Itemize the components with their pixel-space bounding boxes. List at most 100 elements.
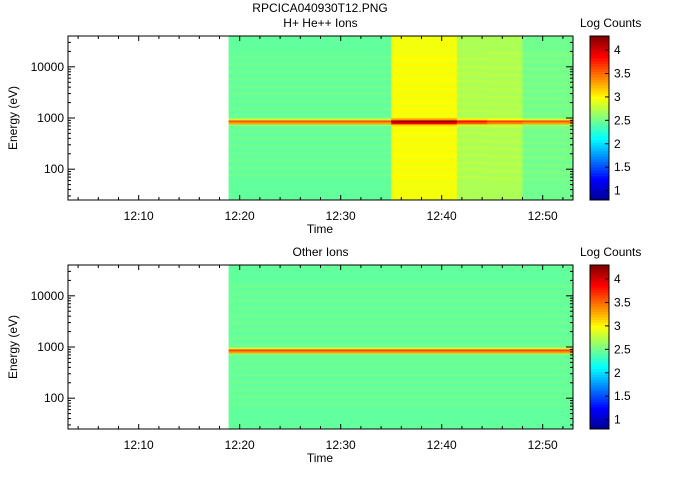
spectrogram-cell: [487, 46, 523, 49]
spectrogram-cell: [391, 76, 458, 79]
spectrogram-cell: [228, 74, 392, 77]
colorbar-tick-label: 3: [614, 319, 621, 333]
spectrogram-cell: [391, 78, 458, 81]
colorbar-step: [590, 398, 609, 403]
colorbar-tick-label: 2: [614, 137, 621, 151]
colorbar-step: [590, 183, 609, 187]
spectrogram-cell: [456, 88, 488, 91]
spectrogram-cell: [228, 411, 574, 414]
spectrogram-cell: [391, 154, 458, 157]
spectrogram-cell: [228, 90, 392, 93]
spectrogram-cell: [228, 327, 574, 330]
colorbar-step: [590, 311, 609, 315]
spectrogram-cell: [522, 188, 574, 191]
colorbar-step: [590, 404, 609, 408]
spectrogram-cell: [391, 122, 458, 125]
colorbar-step: [590, 148, 609, 152]
spectrogram-cell: [228, 70, 392, 73]
spectrogram-cell: [522, 128, 574, 131]
spectrogram-cell: [228, 154, 392, 157]
spectrogram-cell: [522, 196, 574, 199]
spectrogram-cell: [228, 124, 392, 127]
spectrogram-cell: [228, 397, 574, 400]
spectrogram-cell: [487, 84, 523, 87]
spectrogram-cell: [228, 349, 574, 352]
spectrogram-cell: [391, 138, 458, 141]
spectrogram-cell: [487, 44, 523, 47]
colorbar-step: [590, 145, 609, 149]
spectrogram-cell: [487, 150, 523, 153]
spectrogram-cell: [487, 58, 523, 61]
spectrogram-cell: [487, 78, 523, 81]
colorbar-step: [590, 368, 609, 372]
colorbar-step: [590, 142, 609, 146]
spectrogram-cell: [391, 64, 458, 67]
colorbar-tick-label: 4: [614, 43, 621, 57]
spectrogram-cell: [522, 144, 574, 147]
spectrogram-cell: [522, 156, 574, 159]
spectrogram-cell: [487, 144, 523, 147]
spectrogram-cell: [487, 198, 523, 201]
spectrogram-cell: [228, 122, 392, 125]
spectrogram-cell: [228, 42, 392, 45]
spectrogram-cell: [228, 329, 574, 332]
spectrogram-cell: [228, 150, 392, 153]
spectrogram-cell: [228, 403, 574, 406]
spectrogram-cell: [456, 156, 488, 159]
colorbar-step: [590, 297, 609, 301]
spectrogram-cell: [456, 164, 488, 167]
x-tick-label: 12:50: [528, 209, 558, 223]
spectrogram-cell: [456, 188, 488, 191]
spectrogram-cell: [456, 180, 488, 183]
panel-title: H+ He++ Ions: [283, 16, 357, 30]
spectrogram-cell: [456, 36, 488, 39]
spectrogram-cell: [522, 170, 574, 173]
spectrogram-cell: [391, 126, 458, 129]
colorbar-step: [590, 265, 609, 269]
colorbar-step: [590, 426, 609, 430]
spectrogram-cell: [391, 196, 458, 199]
spectrogram-cell: [487, 148, 523, 151]
spectrogram-cell: [228, 106, 392, 109]
colorbar-step: [590, 41, 609, 45]
x-tick-label: 12:30: [326, 209, 356, 223]
spectrogram-cell: [487, 124, 523, 127]
colorbar-step: [590, 349, 609, 353]
spectrogram-cell: [522, 186, 574, 189]
colorbar-tick-label: 4: [614, 272, 621, 286]
spectrogram-cell: [522, 50, 574, 53]
spectrogram-cell: [228, 198, 392, 201]
spectrogram-cell: [228, 295, 574, 298]
file-title: RPCICA040930T12.PNG: [252, 1, 388, 15]
colorbar-step: [590, 96, 609, 100]
colorbar-step: [590, 273, 609, 277]
spectrogram-cell: [391, 118, 458, 121]
spectrogram-cell: [228, 164, 392, 167]
spectrogram-cell: [228, 170, 392, 173]
colorbar-step: [590, 374, 609, 378]
spectrogram-cell: [228, 317, 574, 320]
colorbar-step: [590, 128, 609, 133]
colorbar-step: [590, 355, 609, 359]
spectrogram-cell: [522, 92, 574, 95]
spectrogram-cell: [228, 78, 392, 81]
spectrogram-cell: [487, 156, 523, 159]
spectrogram-cell: [522, 108, 574, 111]
colorbar-step: [590, 390, 609, 394]
y-tick-label: 100: [44, 391, 64, 405]
spectrogram-cell: [391, 74, 458, 77]
colorbar-step: [590, 393, 609, 397]
spectrogram-cell: [391, 184, 458, 187]
colorbar-step: [590, 74, 609, 78]
spectrogram-cell: [228, 114, 392, 117]
colorbar-step: [590, 172, 609, 176]
colorbar-tick-label: 2: [614, 366, 621, 380]
spectrogram-cell: [487, 102, 523, 105]
spectrogram-cell: [456, 194, 488, 197]
x-axis-label: Time: [307, 222, 334, 236]
colorbar-step: [590, 197, 609, 201]
spectrogram-cell: [456, 186, 488, 189]
spectrogram-cell: [522, 112, 574, 115]
spectrogram-cell: [391, 182, 458, 185]
